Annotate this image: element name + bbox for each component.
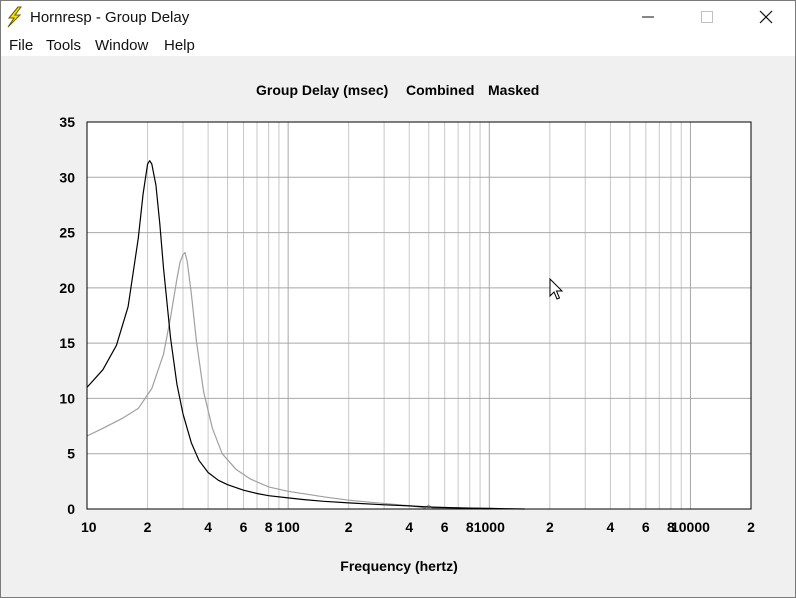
x-tick-label: 10000 bbox=[671, 519, 710, 535]
menu-help[interactable]: Help bbox=[164, 37, 195, 54]
x-tick-label: 10 bbox=[81, 519, 97, 535]
plot-area[interactable] bbox=[87, 122, 751, 509]
minimize-icon bbox=[642, 16, 654, 18]
window-title: Hornresp - Group Delay bbox=[30, 9, 190, 26]
y-tick-label: 0 bbox=[67, 501, 75, 517]
y-tick-label: 5 bbox=[67, 446, 75, 462]
x-tick-label: 2 bbox=[747, 519, 755, 535]
x-axis-label: Frequency (hertz) bbox=[340, 558, 457, 574]
minimize-button[interactable] bbox=[626, 1, 672, 33]
lightning-bolt-icon bbox=[7, 6, 22, 28]
close-button[interactable] bbox=[743, 1, 789, 33]
x-tick-label: 100 bbox=[276, 519, 300, 535]
x-tick-label: 2 bbox=[345, 519, 353, 535]
y-tick-label: 15 bbox=[59, 335, 75, 351]
series-line-masked bbox=[86, 251, 490, 510]
y-tick-label: 25 bbox=[59, 225, 75, 241]
x-tick-label: 4 bbox=[607, 519, 615, 535]
x-tick-label: 1000 bbox=[474, 519, 505, 535]
x-tick-label: 4 bbox=[405, 519, 413, 535]
menu-file[interactable]: File bbox=[9, 37, 34, 54]
menu-window[interactable]: Window bbox=[95, 37, 149, 54]
menu-tools[interactable]: Tools bbox=[46, 37, 82, 54]
chart-title-main: Group Delay (msec) bbox=[256, 82, 388, 98]
chart-client-area[interactable]: Group Delay (msec) Combined Masked 0 5 10 1… bbox=[1, 56, 795, 598]
y-tick-label: 10 bbox=[59, 390, 75, 406]
x-tick-label: 6 bbox=[240, 519, 248, 535]
lightning-bolt-shape bbox=[7, 6, 22, 28]
plot-frame bbox=[86, 121, 752, 510]
close-icon bbox=[759, 10, 773, 24]
group-delay-chart[interactable]: Group Delay (msec) Combined Masked 0 5 10 1… bbox=[1, 56, 795, 598]
x-tick-label: 8 bbox=[265, 519, 273, 535]
maximize-icon bbox=[701, 11, 713, 23]
menu-bar: File Tools Window Help bbox=[1, 33, 795, 56]
y-tick-label: 20 bbox=[59, 280, 75, 296]
x-tick-label: 6 bbox=[642, 519, 650, 535]
x-tick-label: 2 bbox=[144, 519, 152, 535]
maximize-button[interactable] bbox=[683, 1, 729, 33]
y-tick-label: 35 bbox=[59, 114, 75, 130]
x-tick-label: 2 bbox=[546, 519, 554, 535]
y-tick-labels: 0 5 10 15 20 25 30 35 bbox=[59, 114, 75, 517]
grid-layer bbox=[87, 122, 751, 509]
series-line-combined bbox=[86, 160, 525, 510]
x-tick-label: 6 bbox=[441, 519, 449, 535]
title-bar[interactable]: Hornresp - Group Delay bbox=[1, 1, 795, 33]
chart-title-combined: Combined bbox=[406, 82, 474, 98]
x-tick-label: 8 bbox=[466, 519, 474, 535]
chart-title-masked: Masked bbox=[488, 82, 539, 98]
x-tick-label: 4 bbox=[204, 519, 212, 535]
y-tick-label: 30 bbox=[59, 169, 75, 185]
series-layer bbox=[86, 160, 525, 510]
x-tick-label: 8 bbox=[667, 519, 675, 535]
mouse-pointer-icon bbox=[549, 277, 564, 300]
